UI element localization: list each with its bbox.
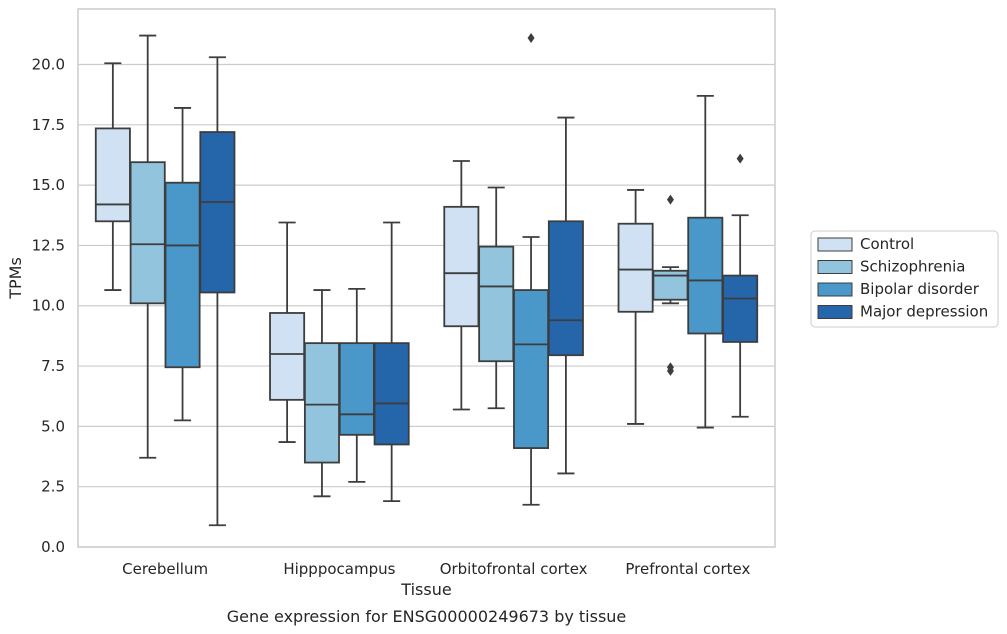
box-group [303,289,340,498]
outlier-point [736,153,744,164]
y-tick-labels: 0.0 2.5 5.0 7.5 10.0 12.5 15.0 17.5 20.0 [32,55,65,556]
legend-swatch [817,282,853,297]
y-tick-label: 15.0 [32,176,65,194]
box-group [269,221,306,443]
x-tick-label: Orbitofrontal cortex [440,560,588,578]
legend-frame [810,230,999,328]
box [478,245,515,363]
box [164,181,201,369]
box-group [94,62,131,291]
legend-swatch [817,260,853,274]
box [269,312,306,401]
legend: Control Schizophrenia Bipolar disorder Majo… [810,230,999,328]
box [129,161,166,305]
y-tick-label: 17.5 [32,116,65,134]
y-tick-label: 5.0 [41,417,65,435]
x-tick-labels: Cerebellum Hipppocampus Orbitofrontal cort… [122,560,750,578]
box [687,216,724,335]
box-group [617,189,654,425]
box [617,222,654,313]
box-group [373,221,410,503]
box-group [652,194,689,376]
box-group [687,94,724,429]
x-tick-label: Hipppocampus [283,560,395,578]
legend-swatch [817,237,853,252]
x-tick-label: Prefrontal cortex [625,560,750,578]
box [443,205,480,328]
x-tick-label: Cerebellum [122,560,208,578]
legend-label: Bipolar disorder [860,280,980,298]
box [373,342,410,446]
box [338,342,375,436]
box-group [164,107,201,422]
box-group [338,287,375,483]
outlier-point [527,32,535,43]
x-axis-label: Tissue [400,580,451,599]
box-group [199,56,236,527]
y-tick-label: 10.0 [32,297,65,315]
box [199,131,236,294]
legend-swatch [817,305,853,319]
box [94,127,131,223]
y-axis-label: TPMs [6,257,25,300]
box [513,289,550,449]
chart-caption: Gene expression for ENSG00000249673 by t… [227,607,627,626]
box-group [722,153,759,418]
box [303,342,340,464]
plot-frame [77,8,776,548]
outlier-point [666,365,674,376]
y-tick-label: 12.5 [32,236,65,254]
y-tick-label: 2.5 [41,478,65,496]
y-tick-label: 7.5 [41,357,65,375]
y-tick-label: 20.0 [32,55,65,73]
legend-label: Major depression [860,303,988,321]
y-tick-label: 0.0 [41,538,65,556]
box [722,274,759,343]
outlier-point [666,194,674,205]
box-group [513,32,550,506]
legend-label: Control [860,235,914,253]
legend-label: Schizophrenia [860,258,965,276]
box-group [478,186,515,410]
box-group [443,160,480,411]
box-plot-marks [94,32,759,527]
box-group [547,116,584,475]
box-group [129,34,166,459]
box [547,220,584,357]
